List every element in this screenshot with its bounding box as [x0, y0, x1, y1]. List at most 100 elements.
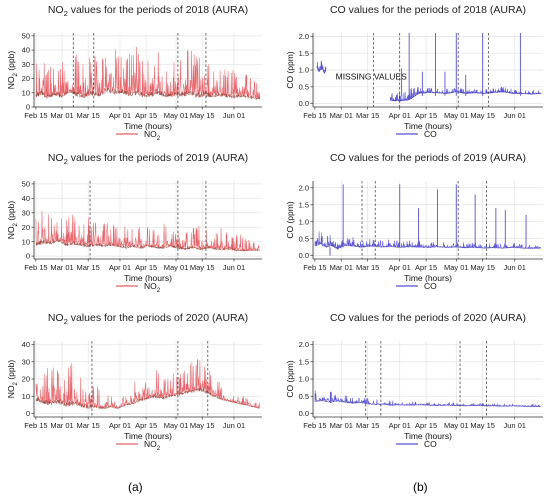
x-tick-label: May 01	[164, 421, 189, 430]
y-tick-label: 40	[22, 194, 30, 203]
x-axis-label: Time (hours)	[124, 273, 172, 283]
y-tick-label: 50	[22, 179, 30, 188]
y-tick-label: 40	[22, 340, 30, 349]
x-tick-label: Apr 01	[389, 263, 411, 272]
x-tick-label: Jun 01	[503, 263, 526, 272]
y-tick-label: 50	[22, 31, 30, 40]
y-axis-label: CO (ppm)	[285, 51, 295, 88]
y-tick-label: 30	[22, 208, 30, 217]
y-tick-label: 1.5	[299, 49, 309, 58]
x-axis-label: Time (hours)	[124, 431, 172, 441]
y-tick-label: 0.5	[299, 82, 309, 91]
chart-no2-2019: NO2 values for the periods of 2019 (AURA…	[6, 152, 262, 294]
legend-label: CO	[424, 439, 437, 449]
y-tick-label: 10	[22, 392, 30, 401]
chart-co-2019: CO values for the periods of 2019 (AURA)…	[285, 152, 543, 291]
x-tick-label: Jun 01	[503, 421, 526, 430]
x-tick-label: May 01	[164, 263, 189, 272]
x-tick-label: Mar 15	[77, 111, 100, 120]
chart-co-2020: CO values for the periods of 2020 (AURA)…	[285, 312, 543, 449]
y-tick-label: 0.0	[299, 251, 309, 260]
y-tick-label: 2.0	[299, 32, 309, 41]
series-line-smoothed	[316, 66, 327, 75]
y-tick-label: 1.0	[299, 66, 309, 75]
series-line-smoothed	[314, 242, 541, 251]
y-tick-label: 1.0	[299, 217, 309, 226]
series-line	[35, 359, 261, 409]
x-tick-label: May 01	[164, 111, 189, 120]
legend-label: CO	[424, 281, 437, 291]
legend-label: NO2	[144, 439, 161, 452]
x-tick-label: Apr 15	[135, 263, 157, 272]
y-tick-label: 1.0	[299, 375, 309, 384]
x-tick-label: Jun 01	[223, 263, 246, 272]
series-line-smoothed	[314, 399, 541, 408]
y-tick-label: 1.5	[299, 357, 309, 366]
x-tick-label: Apr 01	[389, 421, 411, 430]
x-tick-label: Feb 15	[24, 421, 47, 430]
x-tick-label: May 01	[444, 111, 469, 120]
y-tick-label: 40	[22, 46, 30, 55]
x-tick-label: Mar 01	[330, 421, 353, 430]
x-tick-label: Feb 15	[24, 263, 47, 272]
x-tick-label: Feb 15	[24, 111, 47, 120]
x-tick-label: Apr 01	[389, 111, 411, 120]
x-tick-label: May 15	[470, 111, 495, 120]
chart-title: CO values for the periods of 2019 (AURA)	[330, 152, 526, 164]
y-axis-label: CO (ppm)	[285, 201, 295, 238]
x-tick-label: Apr 15	[415, 421, 437, 430]
annotation-missing-values: MISSING VALUES	[336, 71, 407, 81]
x-tick-label: Apr 01	[109, 421, 131, 430]
series-line	[314, 390, 541, 408]
chart-title: NO2 values for the periods of 2018 (AURA…	[48, 4, 248, 18]
x-tick-label: Apr 15	[135, 111, 157, 120]
y-tick-label: 30	[22, 60, 30, 69]
x-tick-label: Apr 15	[415, 263, 437, 272]
x-tick-label: May 15	[470, 421, 495, 430]
chart-title: CO values for the periods of 2018 (AURA)	[330, 4, 526, 16]
y-tick-label: 0	[26, 252, 30, 261]
y-axis-label: NO2 (ppb)	[6, 51, 19, 90]
chart-title: CO values for the periods of 2020 (AURA)	[330, 312, 526, 324]
x-tick-label: Mar 15	[77, 421, 100, 430]
x-tick-label: Jun 01	[223, 421, 246, 430]
x-tick-label: May 15	[470, 263, 495, 272]
x-axis-label: Time (hours)	[404, 121, 452, 131]
y-tick-label: 1.5	[299, 200, 309, 209]
y-tick-label: 20	[22, 74, 30, 83]
chart-no2-2018: NO2 values for the periods of 2018 (AURA…	[6, 4, 262, 142]
y-tick-label: 10	[22, 88, 30, 97]
x-tick-label: Feb 15	[303, 263, 326, 272]
chart-title: NO2 values for the periods of 2019 (AURA…	[48, 152, 248, 166]
x-tick-label: Mar 15	[356, 111, 379, 120]
y-tick-label: 0	[26, 103, 30, 112]
y-tick-label: 0.0	[299, 99, 309, 108]
series-line-smoothed	[35, 387, 260, 410]
y-tick-label: 2.0	[299, 183, 309, 192]
x-axis-label: Time (hours)	[124, 121, 172, 131]
x-tick-label: Jun 01	[503, 111, 526, 120]
series-line	[35, 46, 261, 100]
y-axis-label: NO2 (ppb)	[6, 201, 19, 240]
y-tick-label: 20	[22, 375, 30, 384]
x-tick-label: Feb 15	[303, 421, 326, 430]
series-line-smoothed	[35, 239, 260, 253]
legend-label: NO2	[144, 281, 161, 294]
x-axis-label: Time (hours)	[404, 431, 452, 441]
x-tick-label: Feb 15	[303, 111, 326, 120]
x-tick-label: May 15	[190, 263, 215, 272]
x-tick-label: Mar 01	[50, 263, 73, 272]
x-tick-label: Apr 01	[109, 111, 131, 120]
x-tick-label: Apr 01	[109, 263, 131, 272]
x-tick-label: Mar 01	[330, 263, 353, 272]
y-tick-label: 0	[26, 409, 30, 418]
x-tick-label: Mar 01	[50, 421, 73, 430]
panel-label-b: (b)	[413, 480, 428, 494]
x-tick-label: Mar 01	[330, 111, 353, 120]
x-tick-label: Jun 01	[223, 111, 246, 120]
x-tick-label: May 01	[444, 421, 469, 430]
x-tick-label: Apr 15	[415, 111, 437, 120]
y-tick-label: 0.0	[299, 409, 309, 418]
x-tick-label: Mar 15	[77, 263, 100, 272]
